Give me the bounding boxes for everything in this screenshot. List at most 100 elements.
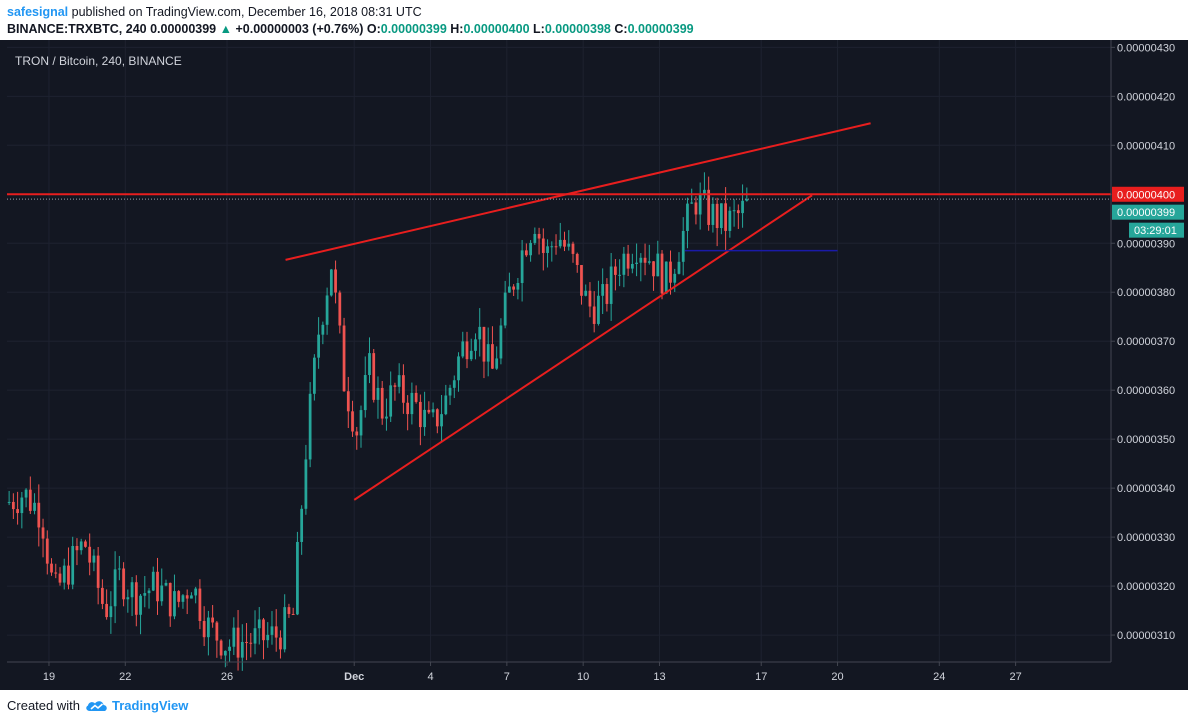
upper-wedge-line[interactable]: [285, 122, 871, 261]
candle-body: [321, 324, 325, 335]
candle: [512, 284, 516, 296]
candle-body: [363, 375, 367, 411]
candle-body: [558, 239, 562, 247]
candle: [469, 338, 473, 362]
chart-grid: [7, 40, 1111, 662]
candle-body: [690, 202, 694, 204]
candle-body: [601, 284, 605, 296]
author-link[interactable]: safesignal: [7, 5, 69, 19]
tradingview-cloud-icon: [86, 700, 107, 711]
candle-body: [741, 200, 744, 214]
candle-body: [253, 628, 257, 644]
candle-body: [117, 568, 121, 570]
candle-body: [368, 353, 371, 376]
candle-body: [609, 266, 613, 304]
candle: [126, 589, 130, 613]
candle-body: [215, 622, 219, 641]
resistance-price-label-bg: [1112, 186, 1184, 202]
candle: [84, 539, 87, 548]
tradingview-logo[interactable]: TradingView: [84, 698, 188, 713]
lower-wedge-line[interactable]: [353, 194, 813, 501]
candle-body: [101, 587, 104, 604]
candle: [266, 622, 270, 648]
candle-body: [482, 326, 486, 362]
candle-body: [563, 239, 566, 247]
candle: [253, 610, 257, 655]
candle-body: [491, 344, 494, 369]
time-axis[interactable]: 19 22 26 Dec 4 7 10 13 17 20 24 27: [43, 662, 1022, 683]
candle-body: [537, 233, 541, 239]
candle: [58, 567, 62, 586]
candle-body: [207, 617, 210, 638]
candle: [673, 268, 677, 292]
candle-body: [546, 246, 549, 253]
chart-title: TRON / Bitcoin, 240, BINANCE: [15, 54, 182, 68]
candle-body: [304, 459, 308, 509]
price-tick-label: 0.00000390: [1117, 238, 1175, 250]
candle: [96, 547, 100, 605]
candle-body: [359, 410, 363, 436]
candle-body: [694, 202, 698, 215]
candle: [143, 576, 147, 608]
candle-body: [592, 306, 596, 324]
candle-body: [469, 350, 473, 360]
price-chart[interactable]: 0.00000430 0.00000420 0.00000410 0.00000400…: [0, 40, 1188, 690]
candle-body: [228, 646, 231, 651]
time-tick-label: 27: [1009, 671, 1021, 683]
candle-body: [342, 325, 346, 392]
candle: [304, 444, 308, 515]
candle: [686, 197, 689, 249]
candle: [28, 476, 32, 514]
candle-body: [452, 380, 456, 388]
time-tick-label: 20: [831, 671, 843, 683]
candle: [359, 405, 363, 448]
candle: [520, 240, 524, 302]
candle: [270, 611, 274, 645]
candle-body: [389, 385, 393, 417]
candle: [567, 230, 571, 251]
candle-body: [240, 641, 244, 658]
candle: [160, 568, 164, 606]
candle: [236, 610, 240, 671]
candle-body: [262, 619, 265, 641]
candle: [571, 241, 575, 263]
candle: [249, 632, 253, 658]
candle-body: [707, 189, 711, 225]
candle: [117, 555, 121, 581]
price-tick-label: 0.00000380: [1117, 287, 1175, 299]
candle-body: [147, 590, 151, 594]
candle-body: [50, 563, 53, 573]
candle-body: [571, 243, 575, 254]
candle-body: [660, 253, 664, 294]
candle: [190, 592, 193, 599]
candle-body: [728, 210, 732, 231]
candle-body: [639, 257, 643, 263]
candle: [414, 385, 418, 404]
candle-body: [88, 546, 92, 563]
candle: [669, 250, 672, 295]
candle-body: [71, 546, 75, 585]
time-tick-label: 19: [43, 671, 55, 683]
time-tick-label: 17: [755, 671, 767, 683]
candle: [219, 639, 223, 660]
candle: [139, 593, 142, 635]
candle-body: [597, 295, 600, 324]
candle: [92, 549, 96, 572]
candle: [147, 588, 151, 609]
candle: [461, 331, 465, 359]
candle-body: [109, 606, 113, 618]
candle-body: [376, 387, 380, 400]
bar-countdown-bg: [1129, 222, 1184, 238]
candle-body: [423, 409, 426, 428]
candle: [554, 234, 558, 255]
candle: [67, 547, 70, 590]
candle-body: [300, 508, 304, 542]
candle-body: [283, 607, 287, 650]
candle: [389, 371, 393, 423]
candle: [427, 401, 431, 415]
candle: [486, 327, 490, 377]
candle: [465, 331, 469, 369]
candle-body: [54, 572, 58, 574]
candle-body: [168, 582, 172, 617]
time-tick-label: 10: [577, 671, 589, 683]
